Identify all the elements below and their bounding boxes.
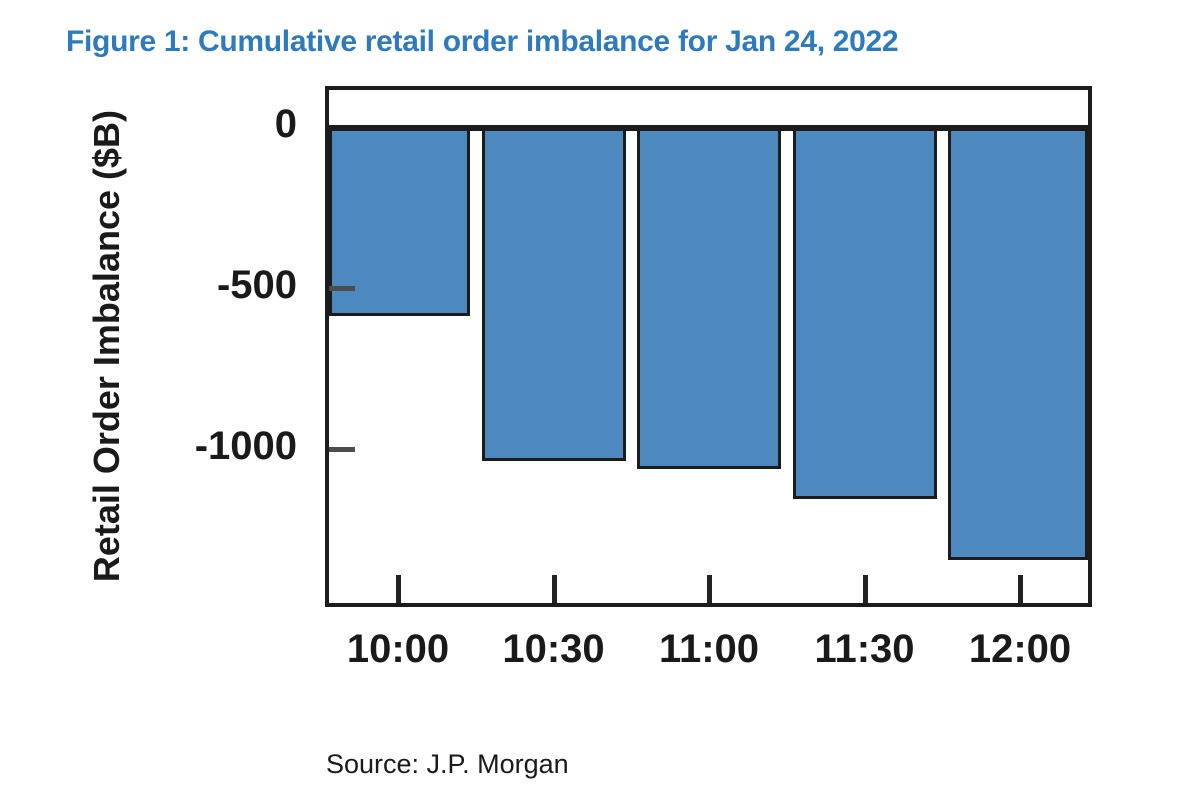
y-tick-label: 0 (274, 102, 297, 146)
x-tick-label: 11:30 (814, 627, 915, 671)
bar-11:00 (637, 128, 781, 469)
y-axis-tick (329, 446, 355, 452)
chart-plot-area (329, 90, 1088, 603)
x-axis-tick (396, 575, 401, 603)
figure-title: Figure 1: Cumulative retail order imbala… (66, 25, 899, 58)
x-tick-label: 12:00 (968, 627, 1072, 671)
y-axis-tick (329, 285, 355, 291)
bar-10:30 (481, 128, 626, 461)
x-axis-tick (707, 575, 712, 603)
x-axis-tick (1018, 575, 1023, 603)
y-tick-label: -500 (216, 262, 297, 307)
x-tick-label: 10:30 (502, 627, 605, 671)
y-axis-title-text: Retail Order Imbalance ($B) (86, 110, 127, 583)
source-caption: Source: J.P. Morgan (326, 749, 569, 779)
bar-12:00 (948, 128, 1088, 560)
y-axis-title: Retail Order Imbalance ($B) (84, 86, 130, 607)
bar-11:30 (792, 128, 937, 499)
x-tick-label: 10:00 (346, 627, 450, 671)
zero-axis-line (329, 125, 1088, 131)
chart-plot-frame (325, 86, 1092, 607)
bar-10:00 (329, 128, 470, 316)
x-tick-label: 11:00 (658, 627, 760, 671)
y-tick-label: -1000 (194, 423, 297, 468)
x-axis-tick (862, 575, 868, 603)
x-axis-tick (551, 575, 557, 603)
